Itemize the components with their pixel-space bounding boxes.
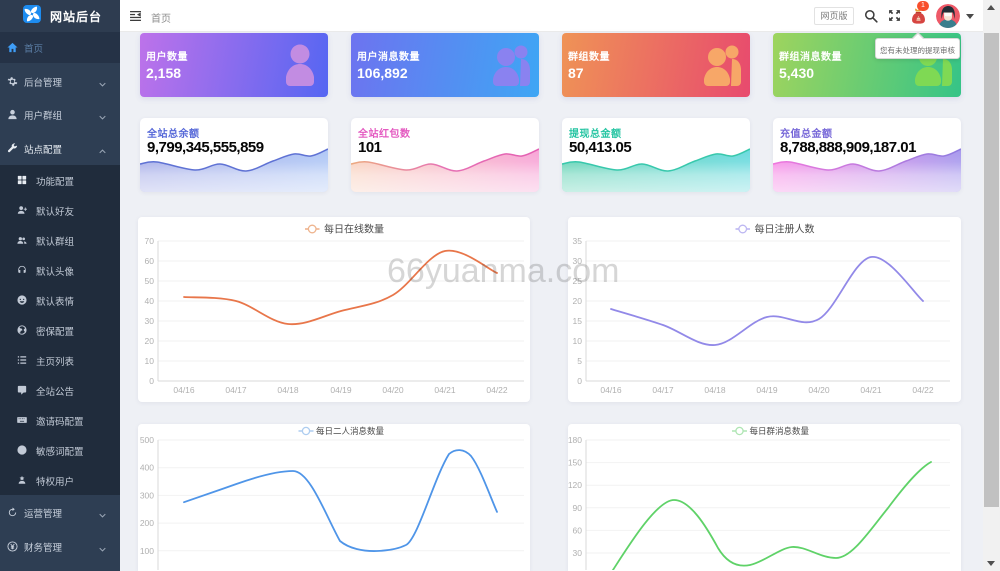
svg-text:25: 25 [573, 276, 583, 286]
svg-text:04/22: 04/22 [486, 385, 508, 395]
svg-text:50: 50 [145, 276, 155, 286]
svg-text:04/16: 04/16 [600, 385, 622, 395]
svg-text:04/16: 04/16 [173, 385, 195, 395]
svg-text:150: 150 [568, 458, 582, 468]
svg-text:04/21: 04/21 [860, 385, 882, 395]
svg-text:100: 100 [140, 546, 154, 556]
svg-text:40: 40 [145, 296, 155, 306]
svg-text:每日二人消息数量: 每日二人消息数量 [316, 426, 385, 436]
svg-text:04/21: 04/21 [434, 385, 456, 395]
svg-text:60: 60 [145, 256, 155, 266]
svg-text:04/20: 04/20 [382, 385, 404, 395]
svg-text:04/17: 04/17 [652, 385, 674, 395]
svg-text:30: 30 [573, 548, 583, 558]
svg-text:04/22: 04/22 [912, 385, 934, 395]
svg-text:300: 300 [140, 490, 154, 500]
svg-text:15: 15 [573, 316, 583, 326]
svg-text:每日注册人数: 每日注册人数 [755, 223, 815, 236]
svg-text:30: 30 [145, 316, 155, 326]
svg-text:90: 90 [573, 503, 583, 513]
svg-text:20: 20 [145, 336, 155, 346]
svg-text:04/19: 04/19 [330, 385, 352, 395]
svg-text:35: 35 [573, 236, 583, 246]
svg-text:每日在线数量: 每日在线数量 [324, 223, 384, 236]
svg-text:120: 120 [568, 480, 582, 490]
svg-text:180: 180 [568, 435, 582, 445]
svg-text:每日群消息数量: 每日群消息数量 [750, 426, 810, 436]
svg-text:20: 20 [573, 296, 583, 306]
svg-text:30: 30 [573, 256, 583, 266]
svg-text:60: 60 [573, 525, 583, 535]
svg-text:10: 10 [145, 356, 155, 366]
svg-text:5: 5 [577, 356, 582, 366]
svg-text:04/20: 04/20 [808, 385, 830, 395]
svg-text:400: 400 [140, 463, 154, 473]
svg-text:200: 200 [140, 518, 154, 528]
svg-text:04/18: 04/18 [704, 385, 726, 395]
svg-text:70: 70 [145, 236, 155, 246]
svg-text:10: 10 [573, 336, 583, 346]
svg-text:0: 0 [577, 376, 582, 386]
svg-text:04/18: 04/18 [277, 385, 299, 395]
svg-text:04/19: 04/19 [756, 385, 778, 395]
svg-text:0: 0 [149, 376, 154, 386]
svg-text:500: 500 [140, 435, 154, 445]
svg-text:04/17: 04/17 [225, 385, 247, 395]
